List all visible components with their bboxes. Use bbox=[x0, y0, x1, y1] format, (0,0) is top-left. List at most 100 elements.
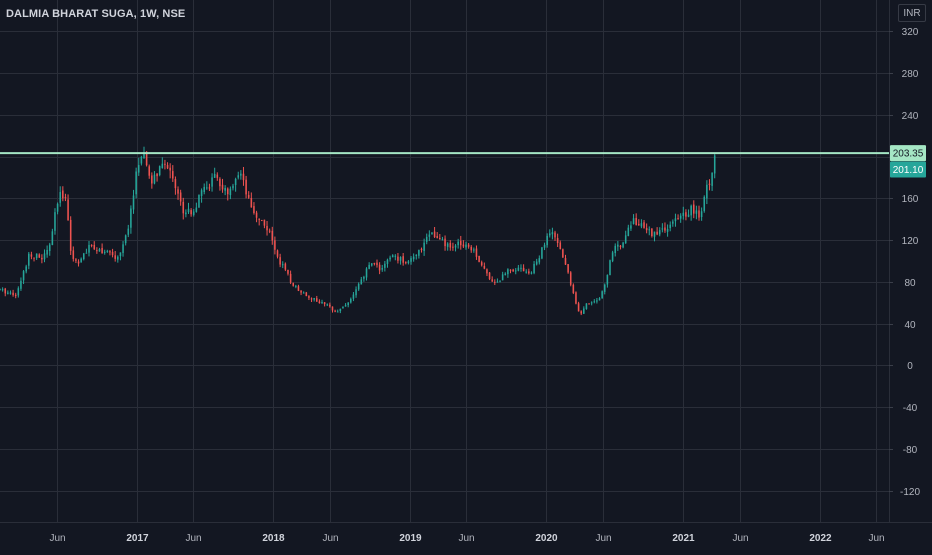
candle-down bbox=[483, 265, 486, 269]
candle-down bbox=[148, 166, 151, 176]
candle-down bbox=[255, 212, 258, 218]
candle-up bbox=[124, 235, 127, 244]
candle-up bbox=[137, 165, 140, 173]
candle-down bbox=[64, 196, 67, 199]
candle-down bbox=[486, 269, 488, 274]
price-scale[interactable]: 320 280 240 160 120 80 40 0 -40 -80 -120 bbox=[889, 27, 920, 498]
candle-up bbox=[25, 266, 27, 272]
candle-up bbox=[224, 187, 226, 191]
candle-up bbox=[473, 249, 475, 251]
candle-up bbox=[211, 177, 213, 187]
y-tick-label: 40 bbox=[904, 320, 916, 331]
candle-up bbox=[706, 184, 708, 199]
candle-down bbox=[93, 244, 96, 250]
candle-up bbox=[695, 210, 698, 214]
candle-down bbox=[289, 273, 292, 283]
candle-down bbox=[38, 254, 41, 258]
candle-up bbox=[347, 302, 349, 306]
candle-down bbox=[284, 263, 287, 270]
candle-down bbox=[619, 245, 622, 247]
candle-up bbox=[648, 229, 651, 231]
candle-down bbox=[221, 184, 224, 190]
candle-up bbox=[384, 263, 386, 268]
candle-down bbox=[310, 298, 313, 300]
candle-up bbox=[622, 242, 624, 248]
x-tick-label: Jun bbox=[595, 533, 611, 544]
candle-up bbox=[666, 228, 669, 232]
candle-up bbox=[504, 273, 507, 276]
candle-down bbox=[331, 306, 334, 311]
candle-up bbox=[363, 276, 365, 279]
x-tick-label: Jun bbox=[868, 533, 884, 544]
time-scale[interactable]: Jun 2017 Jun 2018 Jun 2019 Jun 2020 Jun 2021 Jun 20… bbox=[49, 533, 884, 544]
candle-down bbox=[287, 269, 289, 274]
candle-up bbox=[80, 258, 82, 263]
candle-up bbox=[499, 280, 501, 282]
candle-down bbox=[452, 246, 454, 248]
candle-up bbox=[229, 188, 232, 196]
hline-tag-label: 203.35 bbox=[893, 149, 924, 160]
candle-down bbox=[564, 258, 567, 265]
candle-up bbox=[630, 225, 632, 229]
candle-up bbox=[46, 249, 48, 255]
candle-up bbox=[192, 211, 195, 216]
candle-up bbox=[399, 257, 402, 261]
candle-up bbox=[198, 194, 200, 208]
candle-down bbox=[708, 183, 711, 185]
candle-up bbox=[22, 271, 25, 281]
candle-up bbox=[132, 195, 135, 210]
candle-down bbox=[75, 259, 77, 261]
candle-down bbox=[279, 257, 281, 265]
candle-up bbox=[122, 244, 124, 253]
candle-up bbox=[206, 187, 208, 189]
candle-down bbox=[247, 194, 250, 198]
candle-up bbox=[7, 292, 9, 294]
candle-down bbox=[397, 256, 399, 261]
chart-title: DALMIA BHARAT SUGA, 1W, NSE bbox=[6, 8, 186, 20]
candle-up bbox=[389, 257, 391, 260]
candle-down bbox=[334, 310, 336, 312]
candle-down bbox=[164, 163, 166, 165]
candle-down bbox=[145, 151, 148, 166]
candle-down bbox=[111, 251, 114, 256]
candle-down bbox=[219, 178, 221, 187]
last-price-tag-label: 201.10 bbox=[893, 165, 924, 176]
candle-up bbox=[336, 311, 339, 313]
candle-down bbox=[14, 294, 17, 297]
candle-up bbox=[661, 228, 664, 230]
candle-down bbox=[439, 237, 441, 240]
candle-down bbox=[651, 228, 653, 237]
candle-up bbox=[321, 301, 323, 304]
candle-up bbox=[611, 252, 614, 262]
candle-down bbox=[577, 303, 580, 312]
candle-up bbox=[237, 175, 240, 178]
candle-up bbox=[672, 221, 674, 224]
currency-button[interactable]: INR bbox=[898, 4, 926, 22]
candle-down bbox=[378, 264, 381, 271]
candle-up bbox=[357, 283, 360, 290]
candle-up bbox=[0, 289, 1, 291]
candle-down bbox=[12, 292, 14, 296]
candle-down bbox=[572, 284, 575, 293]
y-tick-label: 280 bbox=[902, 69, 919, 80]
candle-up bbox=[596, 300, 598, 302]
candle-up bbox=[617, 244, 619, 247]
candle-up bbox=[135, 171, 137, 195]
candle-down bbox=[292, 283, 295, 286]
candle-up bbox=[514, 270, 517, 272]
candle-up bbox=[158, 166, 161, 176]
candle-up bbox=[590, 302, 593, 304]
candle-up bbox=[295, 285, 297, 287]
candle-down bbox=[101, 247, 103, 254]
candle-down bbox=[562, 249, 564, 258]
candle-up bbox=[153, 174, 156, 184]
candle-up bbox=[501, 274, 504, 281]
candle-up bbox=[106, 250, 109, 252]
candle-down bbox=[698, 210, 700, 218]
candle-up bbox=[674, 218, 677, 222]
candle-down bbox=[114, 255, 116, 259]
candle-up bbox=[632, 218, 635, 225]
candle-down bbox=[62, 190, 64, 199]
